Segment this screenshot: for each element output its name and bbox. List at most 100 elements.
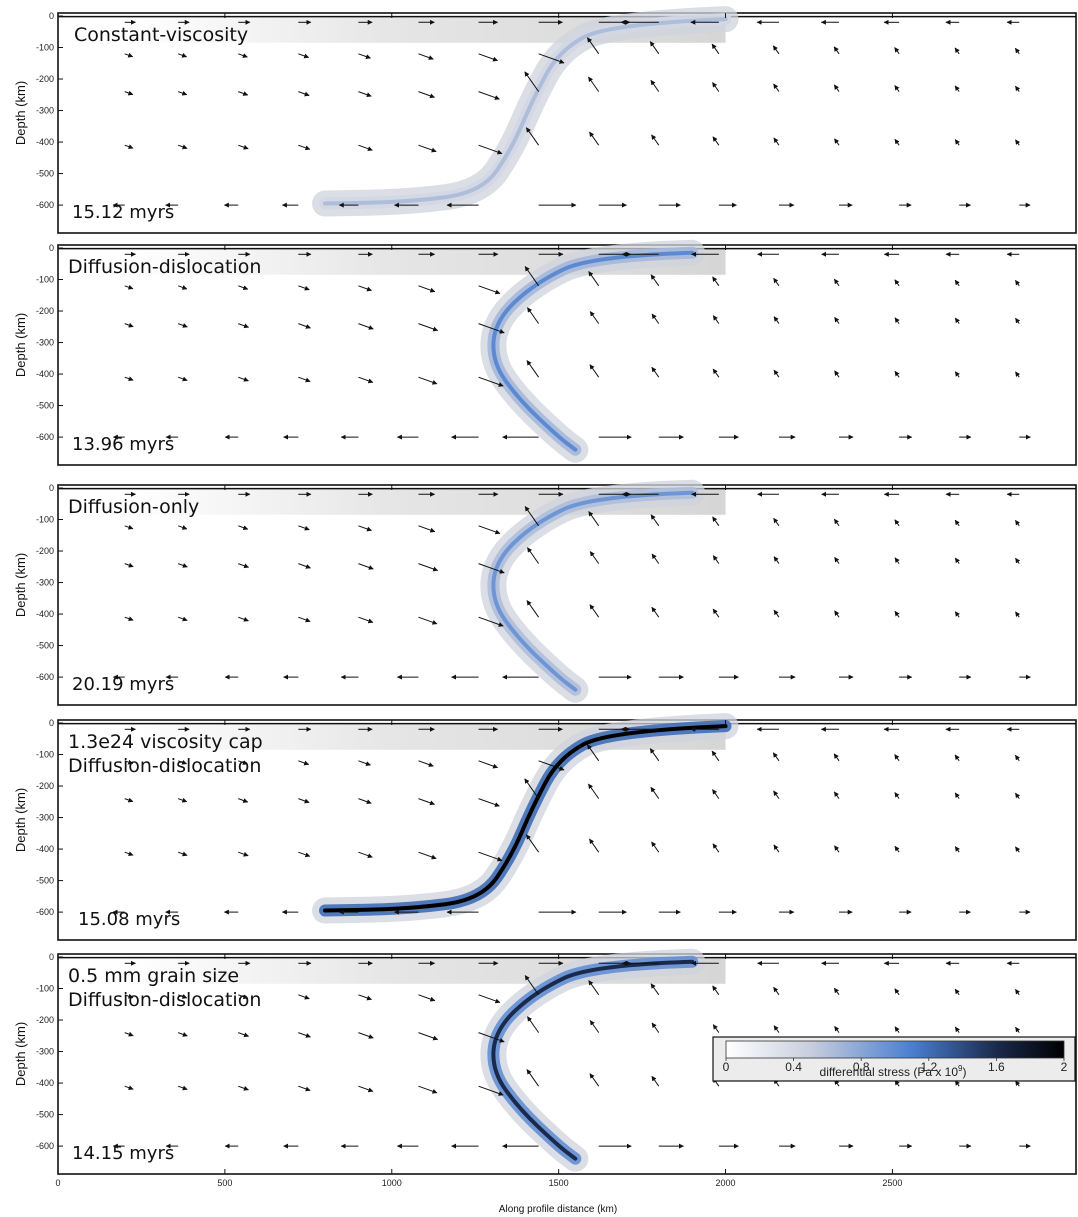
- velocity-arrow: [177, 994, 188, 999]
- velocity-arrow: [238, 376, 249, 382]
- velocity-arrow: [651, 313, 660, 324]
- panel-4: 0 -100 -200 -300 -400 -500 -600 Depth (km) 1.3e2…: [13, 713, 1077, 941]
- y-axis-label: Depth (km): [13, 788, 28, 852]
- velocity-arrow: [124, 52, 134, 58]
- slab-core: [491, 490, 695, 692]
- velocity-arrow: [651, 1075, 660, 1087]
- velocity-arrow: [124, 1031, 134, 1037]
- y-axis: 0 -100 -200 -300 -400 -500 -600: [36, 11, 893, 210]
- velocity-arrow: [1015, 279, 1021, 287]
- velocity-arrow: [954, 988, 960, 996]
- velocity-arrow: [588, 511, 600, 527]
- colorbar-legend: 0 0.4 0.8 1.2 1.6 2 differential stress (Pa x…: [712, 1036, 1076, 1082]
- slab-core: [491, 959, 695, 1161]
- velocity-arrow: [418, 994, 436, 1002]
- x-axis-label: Along profile distance (km): [499, 1204, 617, 1215]
- velocity-arrow: [358, 1032, 374, 1039]
- y-axis: 0 -100 -200 -300 -400 -500 -600: [36, 243, 893, 442]
- velocity-arrow: [177, 1085, 188, 1091]
- velocity-arrow: [124, 851, 134, 857]
- velocity-arrow: [1014, 47, 1020, 55]
- y-tick-label: -500: [36, 641, 54, 651]
- velocity-arrow: [478, 616, 504, 627]
- velocity-arrow: [124, 562, 134, 568]
- velocity-arrow: [833, 278, 840, 287]
- velocity-arrow: [834, 610, 840, 618]
- velocity-field: [112, 19, 1031, 208]
- panel-title: Constant-viscosity: [74, 24, 248, 46]
- velocity-arrow: [418, 91, 435, 99]
- velocity-arrow: [772, 45, 780, 55]
- velocity-arrow: [525, 834, 540, 853]
- velocity-arrow: [894, 988, 900, 996]
- velocity-arrow: [651, 134, 660, 146]
- velocity-arrow: [124, 524, 134, 530]
- velocity-arrow: [954, 792, 960, 799]
- y-axis: 0 -100 -200 -300 -400 -500 -600: [36, 952, 893, 1151]
- panel-time: 15.08 myrs: [78, 909, 180, 930]
- velocity-arrow: [358, 91, 372, 98]
- velocity-arrow: [712, 985, 720, 996]
- velocity-field: [112, 960, 1031, 1149]
- velocity-arrow: [177, 376, 188, 382]
- velocity-arrow: [124, 1085, 134, 1091]
- velocity-arrow: [773, 369, 780, 378]
- velocity-arrow: [418, 323, 439, 332]
- velocity-arrow: [650, 79, 660, 92]
- velocity-arrow: [358, 851, 373, 859]
- colorbar-ramp: [725, 1040, 1065, 1059]
- velocity-arrow: [298, 994, 310, 1000]
- velocity-arrow: [478, 994, 501, 1004]
- velocity-arrow: [238, 1032, 250, 1038]
- velocity-arrow: [711, 750, 720, 762]
- velocity-arrow: [1015, 317, 1021, 324]
- velocity-arrow: [589, 604, 600, 618]
- velocity-arrow: [833, 753, 840, 762]
- y-tick-label: -500: [36, 1110, 54, 1120]
- velocity-arrow: [587, 37, 600, 55]
- velocity-arrow: [298, 91, 310, 97]
- velocity-arrow: [894, 845, 900, 853]
- velocity-arrow: [834, 1025, 840, 1033]
- velocity-arrow: [177, 285, 188, 290]
- velocity-arrow: [651, 841, 660, 853]
- y-tick-label: -300: [36, 106, 54, 116]
- panel-2: 0 -100 -200 -300 -400 -500 -600 Depth (km) Diffu…: [13, 239, 1077, 466]
- velocity-arrow: [527, 547, 540, 564]
- velocity-arrow: [298, 563, 311, 569]
- velocity-arrow: [524, 266, 540, 287]
- velocity-arrow: [538, 760, 565, 771]
- velocity-arrow: [177, 144, 188, 150]
- velocity-arrow: [358, 1085, 374, 1093]
- y-axis: 0 -100 -200 -300 -400 -500 -600: [36, 483, 893, 682]
- velocity-arrow: [954, 557, 960, 564]
- velocity-arrow: [238, 323, 250, 329]
- velocity-arrow: [954, 317, 960, 324]
- velocity-arrow: [124, 90, 134, 96]
- velocity-arrow: [773, 316, 780, 324]
- y-tick-label: -200: [36, 781, 54, 791]
- velocity-arrow: [894, 792, 900, 799]
- velocity-arrow: [589, 311, 600, 324]
- velocity-arrow: [526, 600, 540, 618]
- velocity-arrow: [418, 144, 437, 153]
- colorbar-tick-label: 0: [723, 1060, 730, 1074]
- velocity-arrow: [358, 376, 374, 384]
- velocity-arrow: [238, 1085, 249, 1091]
- velocity-arrow: [418, 376, 438, 385]
- velocity-arrow: [954, 846, 960, 853]
- colorbar-tick-label: 2: [1061, 1060, 1068, 1074]
- velocity-arrow: [177, 52, 188, 58]
- velocity-arrow: [894, 754, 900, 762]
- y-tick-label: -400: [36, 137, 54, 147]
- velocity-arrow: [524, 506, 540, 527]
- velocity-arrow: [894, 279, 900, 287]
- velocity-arrow: [478, 760, 499, 769]
- velocity-arrow: [298, 144, 311, 151]
- velocity-arrow: [177, 851, 188, 857]
- velocity-arrow: [712, 276, 720, 287]
- velocity-arrow: [525, 127, 540, 146]
- velocity-arrow: [1015, 85, 1021, 92]
- velocity-arrow: [238, 53, 248, 58]
- y-tick-label: -200: [36, 546, 54, 556]
